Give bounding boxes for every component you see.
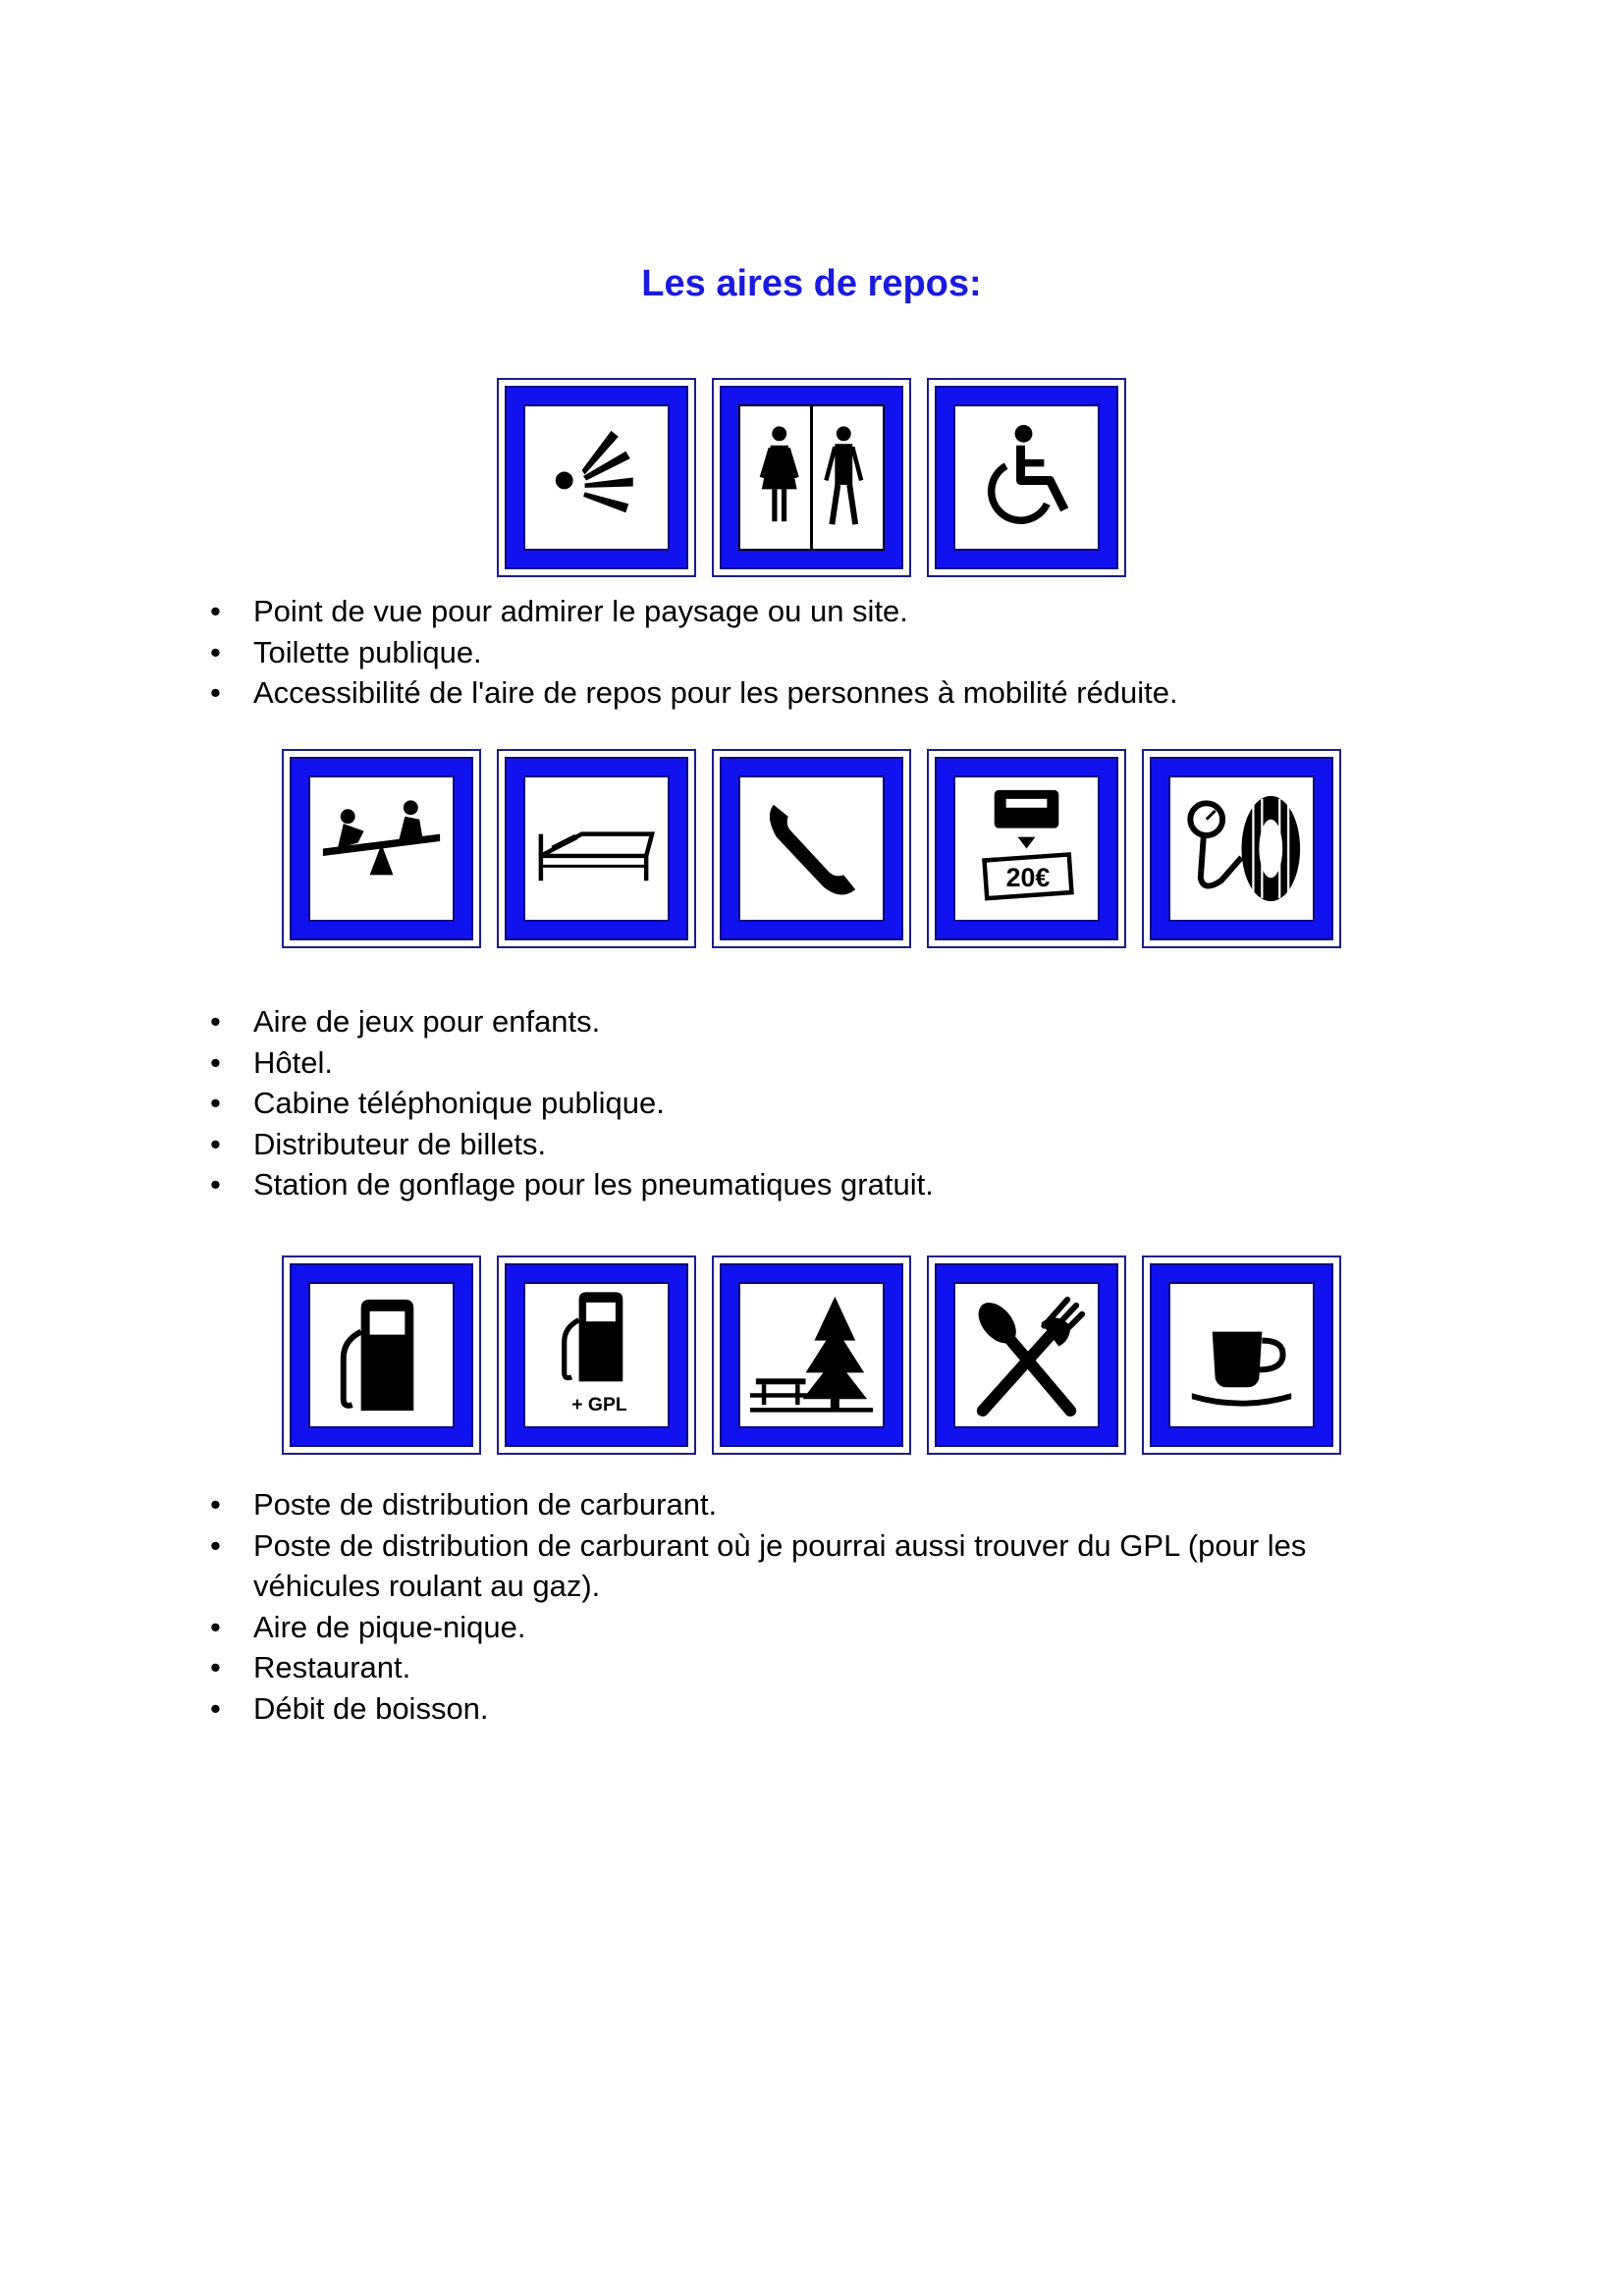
svg-text:+ GPL: + GPL xyxy=(571,1394,627,1415)
picnic-sign xyxy=(712,1255,911,1455)
sign-row-1 xyxy=(0,378,1623,577)
list-item: Point de vue pour admirer le paysage ou … xyxy=(206,591,1432,632)
bullet-list-2: Aire de jeux pour enfants. Hôtel. Cabine… xyxy=(206,1001,1432,1205)
bed-icon xyxy=(538,831,656,881)
coffee-cup-icon xyxy=(1191,1331,1292,1407)
list-item: Poste de distribution de carburant où je… xyxy=(206,1525,1432,1607)
viewpoint-icon xyxy=(555,430,633,513)
tire-pressure-icon xyxy=(1187,795,1301,902)
list-item: Hôtel. xyxy=(206,1042,1432,1084)
playground-sign xyxy=(282,749,481,948)
phone-icon xyxy=(769,804,856,895)
cash-dispenser-icon: 20€ xyxy=(982,789,1074,901)
list-item: Poste de distribution de carburant. xyxy=(206,1484,1432,1525)
list-item: Débit de boisson. xyxy=(206,1688,1432,1730)
wheelchair-icon xyxy=(987,424,1069,524)
drinks-sign xyxy=(1142,1255,1341,1455)
list-item: Restaurant. xyxy=(206,1647,1432,1688)
list-item: Toilette publique. xyxy=(206,632,1432,673)
list-item: Aire de pique-nique. xyxy=(206,1607,1432,1648)
playground-icon xyxy=(322,800,441,876)
restaurant-icon xyxy=(976,1296,1086,1417)
page-title: Les aires de repos: xyxy=(641,263,982,304)
list-item: Cabine téléphonique publique. xyxy=(206,1083,1432,1124)
fuel-gpl-sign: + GPL xyxy=(497,1255,696,1455)
phone-sign xyxy=(712,749,911,948)
svg-text:20€: 20€ xyxy=(1006,863,1051,892)
picnic-icon xyxy=(749,1296,874,1413)
bullet-list-1: Point de vue pour admirer le paysage ou … xyxy=(206,591,1432,714)
wheelchair-sign xyxy=(927,378,1126,577)
list-item: Station de gonflage pour les pneumatique… xyxy=(206,1164,1432,1205)
viewpoint-sign xyxy=(497,378,696,577)
fuel-pump-icon xyxy=(340,1299,414,1412)
toilets-icon xyxy=(738,404,885,551)
list-item: Aire de jeux pour enfants. xyxy=(206,1001,1432,1042)
cash-dispenser-sign: 20€ xyxy=(927,749,1126,948)
hotel-sign xyxy=(497,749,696,948)
sign-row-3: + GPL xyxy=(0,1255,1623,1455)
list-item: Accessibilité de l'aire de repos pour le… xyxy=(206,672,1432,714)
restaurant-sign xyxy=(927,1255,1126,1455)
bullet-list-3: Poste de distribution de carburant. Post… xyxy=(206,1484,1432,1729)
sign-row-2: 20€ xyxy=(0,749,1623,948)
list-item: Distributeur de billets. xyxy=(206,1124,1432,1165)
toilets-sign xyxy=(712,378,911,577)
fuel-pump-gpl-icon: + GPL xyxy=(562,1292,627,1415)
tire-pressure-sign xyxy=(1142,749,1341,948)
fuel-sign xyxy=(282,1255,481,1455)
